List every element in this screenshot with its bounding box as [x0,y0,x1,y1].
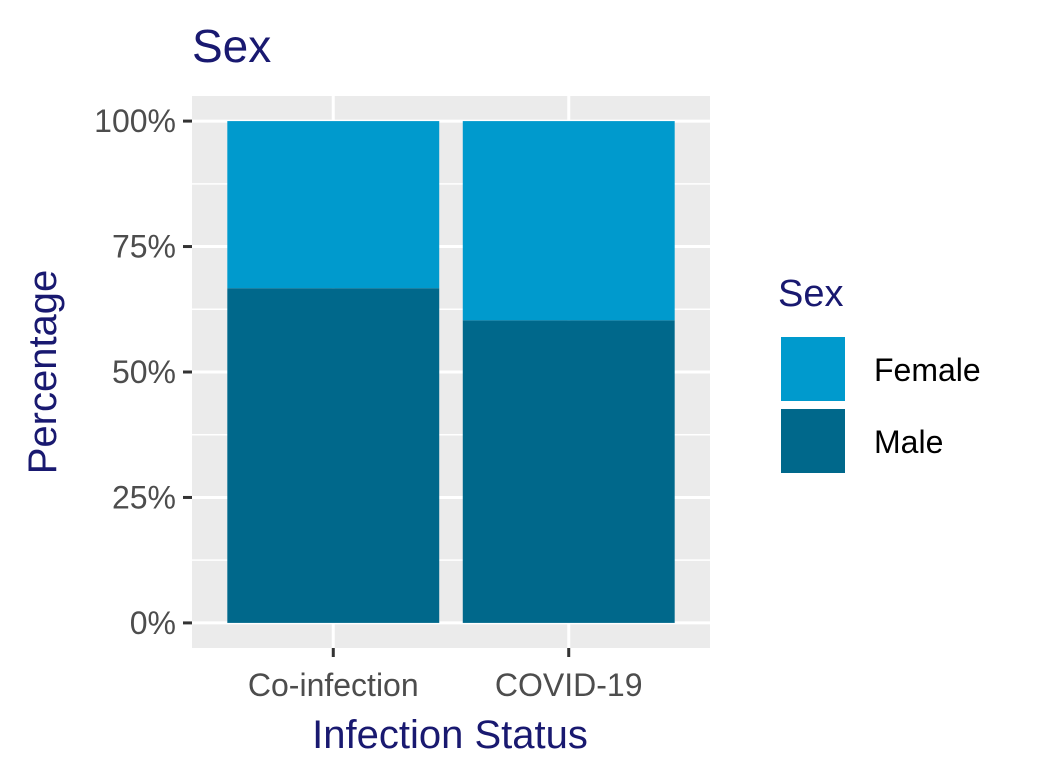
chart-title: Sex [192,20,271,72]
bar-female-covid-19 [462,121,675,321]
legend-label-female: Female [874,352,981,388]
y-tick-label: 50% [112,354,176,390]
legend: Sex Female Male [778,273,981,476]
y-tick-label: 0% [130,605,176,641]
x-tick-label: COVID-19 [495,667,643,703]
y-tick-label: 100% [94,103,176,139]
x-tick-label: Co-infection [248,667,419,703]
bar-male-co-infection [227,288,440,623]
bar-female-co-infection [227,121,440,289]
y-tick-label: 25% [112,479,176,515]
legend-title: Sex [778,273,843,315]
bars-group [227,121,675,623]
bar-male-covid-19 [462,320,675,623]
y-axis-title: Percentage [21,270,65,475]
legend-key-male [781,409,845,473]
legend-label-male: Male [874,424,943,460]
y-tick-label: 75% [112,229,176,265]
x-axis-title: Infection Status [312,713,588,757]
legend-key-female [781,337,845,401]
x-axis: Co-infection COVID-19 [248,648,643,703]
y-axis: 0% 25% 50% 75% 100% [94,103,192,641]
